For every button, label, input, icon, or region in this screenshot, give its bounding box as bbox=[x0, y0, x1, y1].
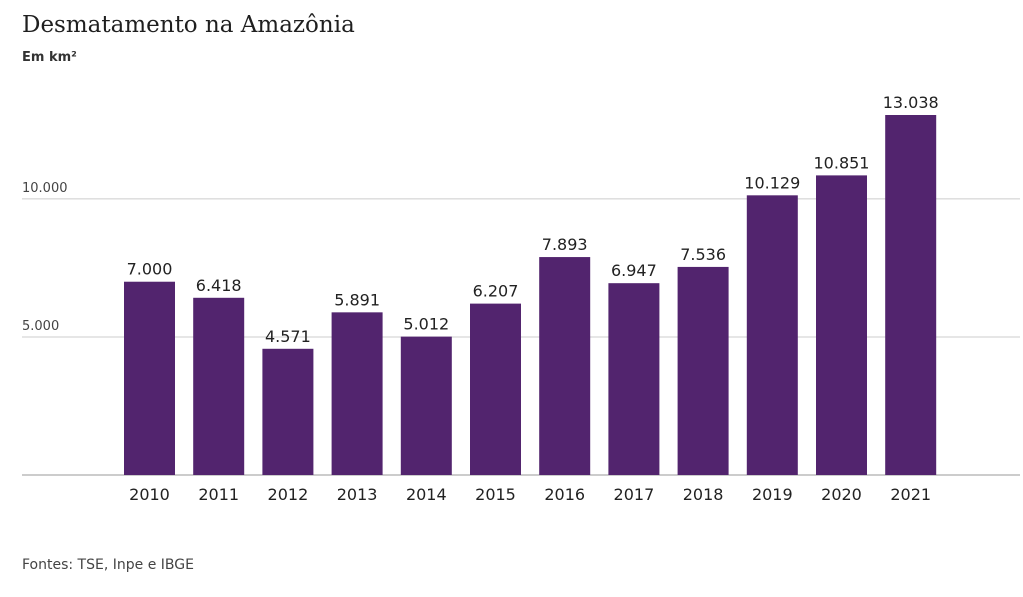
x-tick-label-2019: 2019 bbox=[752, 485, 793, 504]
x-tick-label-2015: 2015 bbox=[475, 485, 516, 504]
bar-2016 bbox=[539, 257, 591, 475]
value-label-2020: 10.851 bbox=[814, 153, 870, 172]
bar-2013 bbox=[331, 312, 383, 475]
bar-2020 bbox=[816, 175, 867, 475]
value-label-2010: 7.000 bbox=[127, 260, 173, 279]
x-tick-label-2012: 2012 bbox=[268, 485, 309, 504]
x-tick-label-2014: 2014 bbox=[406, 485, 447, 504]
value-label-2017: 6.947 bbox=[611, 261, 657, 280]
bar-2014 bbox=[400, 336, 452, 475]
x-tick-label-2018: 2018 bbox=[683, 485, 724, 504]
x-tick-label-2013: 2013 bbox=[337, 485, 378, 504]
x-tick-label-2021: 2021 bbox=[890, 485, 931, 504]
bar-2018 bbox=[677, 266, 729, 475]
bar-2011 bbox=[193, 297, 245, 475]
value-label-2013: 5.891 bbox=[334, 290, 380, 309]
value-label-2012: 4.571 bbox=[265, 327, 311, 346]
bar-2012 bbox=[262, 348, 314, 475]
bar-2021 bbox=[885, 115, 937, 475]
y-tick-label: 10.000 bbox=[22, 181, 68, 196]
x-tick-label-2017: 2017 bbox=[614, 485, 655, 504]
chart-subtitle: Em km² bbox=[22, 50, 77, 65]
value-label-2014: 5.012 bbox=[403, 315, 449, 334]
bar-2015 bbox=[470, 303, 521, 475]
value-label-2011: 6.418 bbox=[196, 276, 242, 295]
value-label-2018: 7.536 bbox=[680, 245, 726, 264]
source-note: Fontes: TSE, Inpe e IBGE bbox=[22, 557, 194, 573]
bar-2019 bbox=[746, 195, 798, 475]
labels: 5.000 10.000 7.000 2010 6.418 2011 4.571 2012 5.… bbox=[22, 93, 939, 504]
value-label-2019: 10.129 bbox=[744, 173, 800, 192]
x-tick-label-2020: 2020 bbox=[821, 485, 862, 504]
x-tick-label-2016: 2016 bbox=[544, 485, 585, 504]
bar-2017 bbox=[608, 283, 660, 475]
chart-title: Desmatamento na Amazônia bbox=[22, 12, 355, 38]
bar-2010 bbox=[124, 281, 175, 475]
bars bbox=[124, 115, 937, 475]
value-label-2016: 7.893 bbox=[542, 235, 588, 254]
y-tick-label: 5.000 bbox=[22, 319, 59, 334]
x-tick-label-2010: 2010 bbox=[129, 485, 170, 504]
value-label-2021: 13.038 bbox=[883, 93, 939, 112]
x-tick-label-2011: 2011 bbox=[198, 485, 239, 504]
value-label-2015: 6.207 bbox=[473, 282, 519, 301]
